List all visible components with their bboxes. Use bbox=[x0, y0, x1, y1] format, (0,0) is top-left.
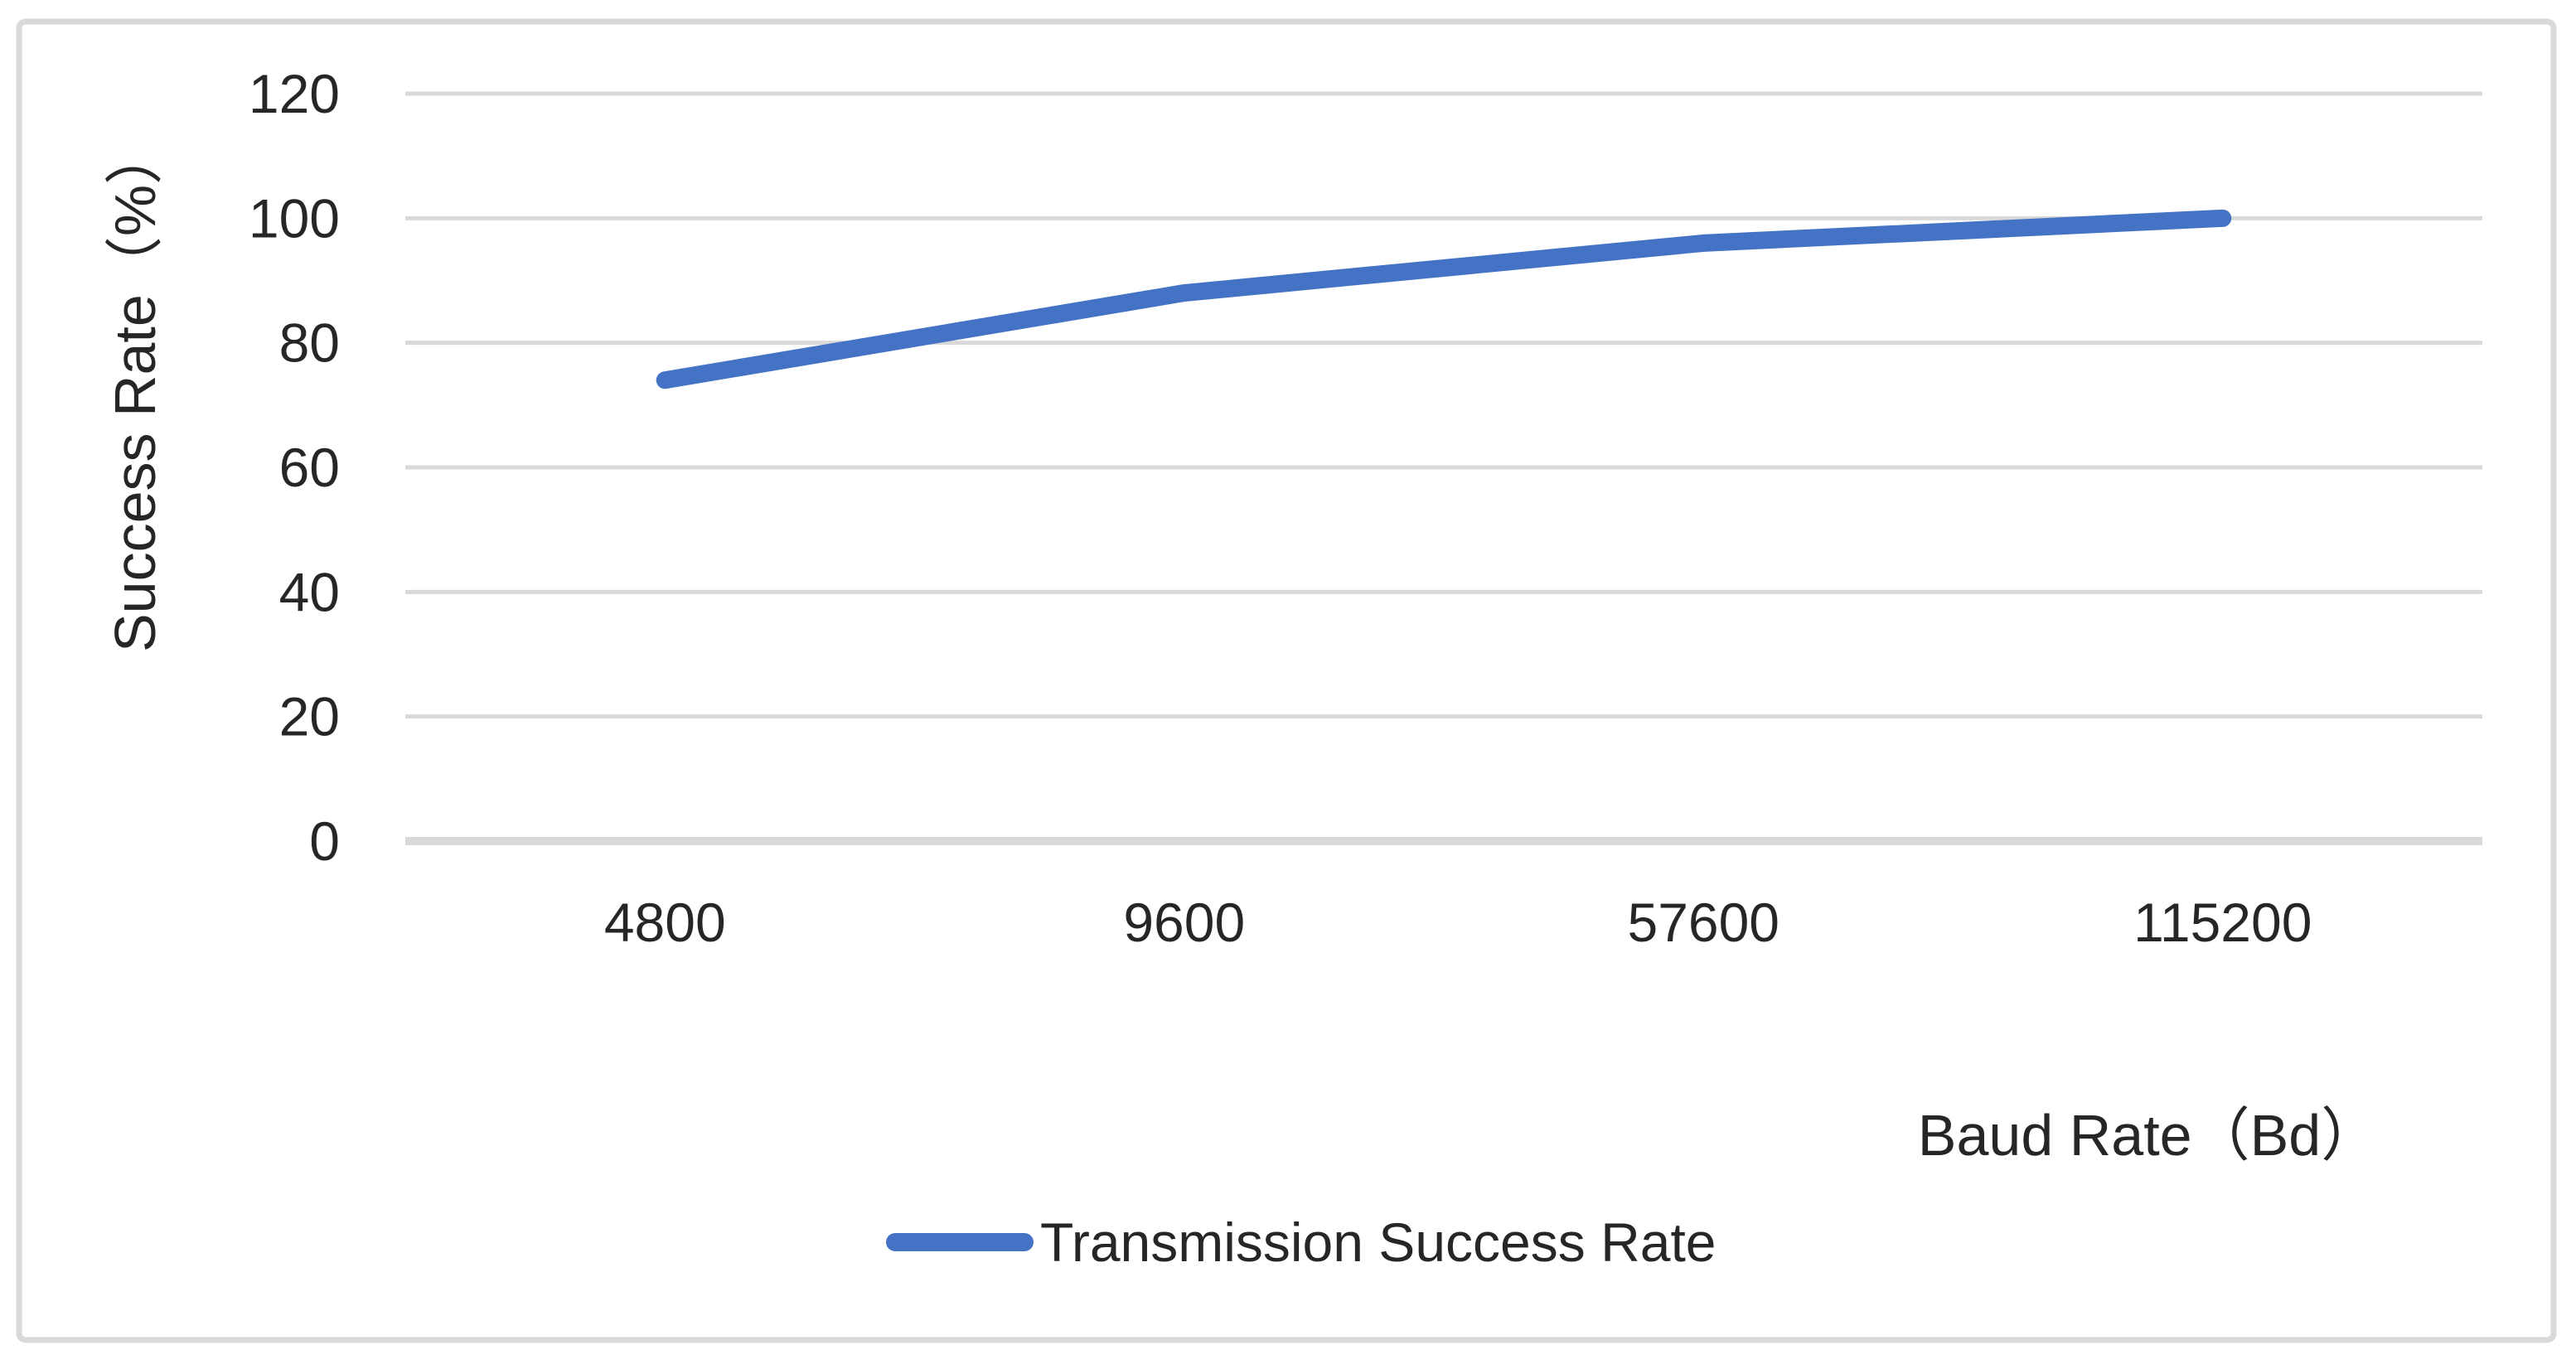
y-axis-title: Success Rate（%） bbox=[103, 127, 167, 652]
y-tick-label: 100 bbox=[249, 187, 340, 249]
x-tick-label: 9600 bbox=[1123, 892, 1245, 953]
x-tick-label: 4800 bbox=[604, 892, 726, 953]
x-tick-label: 57600 bbox=[1627, 892, 1779, 953]
y-tick-label: 120 bbox=[249, 63, 340, 124]
x-axis-title: Baud Rate（Bd） bbox=[1918, 1103, 2379, 1168]
y-axis-tick-labels: 0 20 40 60 80 100 120 bbox=[249, 63, 340, 872]
y-tick-label: 0 bbox=[309, 810, 340, 872]
chart-frame-border bbox=[16, 18, 2557, 1343]
x-axis-tick-labels: 4800 9600 57600 115200 bbox=[604, 892, 2312, 953]
gridlines bbox=[405, 91, 2482, 845]
series-line bbox=[656, 209, 2232, 389]
y-tick-label: 20 bbox=[279, 686, 340, 747]
legend-series-label: Transmission Success Rate bbox=[1040, 1211, 1717, 1273]
y-tick-label: 40 bbox=[279, 561, 340, 622]
legend-line-marker bbox=[886, 1233, 1034, 1251]
legend: Transmission Success Rate bbox=[886, 1211, 1717, 1273]
x-tick-label: 115200 bbox=[2133, 892, 2312, 953]
y-tick-label: 60 bbox=[279, 437, 340, 498]
data-series bbox=[656, 209, 2232, 389]
y-tick-label: 80 bbox=[279, 312, 340, 374]
